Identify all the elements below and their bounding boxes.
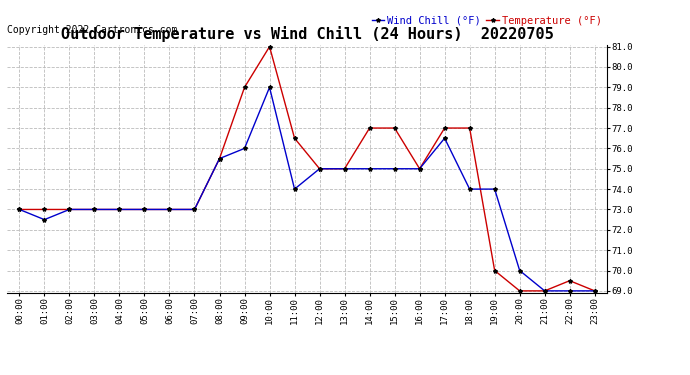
Legend: Wind Chill (°F), Temperature (°F): Wind Chill (°F), Temperature (°F) [372, 15, 602, 26]
Title: Outdoor Temperature vs Wind Chill (24 Hours)  20220705: Outdoor Temperature vs Wind Chill (24 Ho… [61, 27, 553, 42]
Text: Copyright 2022 Cartronics.com: Copyright 2022 Cartronics.com [7, 25, 177, 35]
